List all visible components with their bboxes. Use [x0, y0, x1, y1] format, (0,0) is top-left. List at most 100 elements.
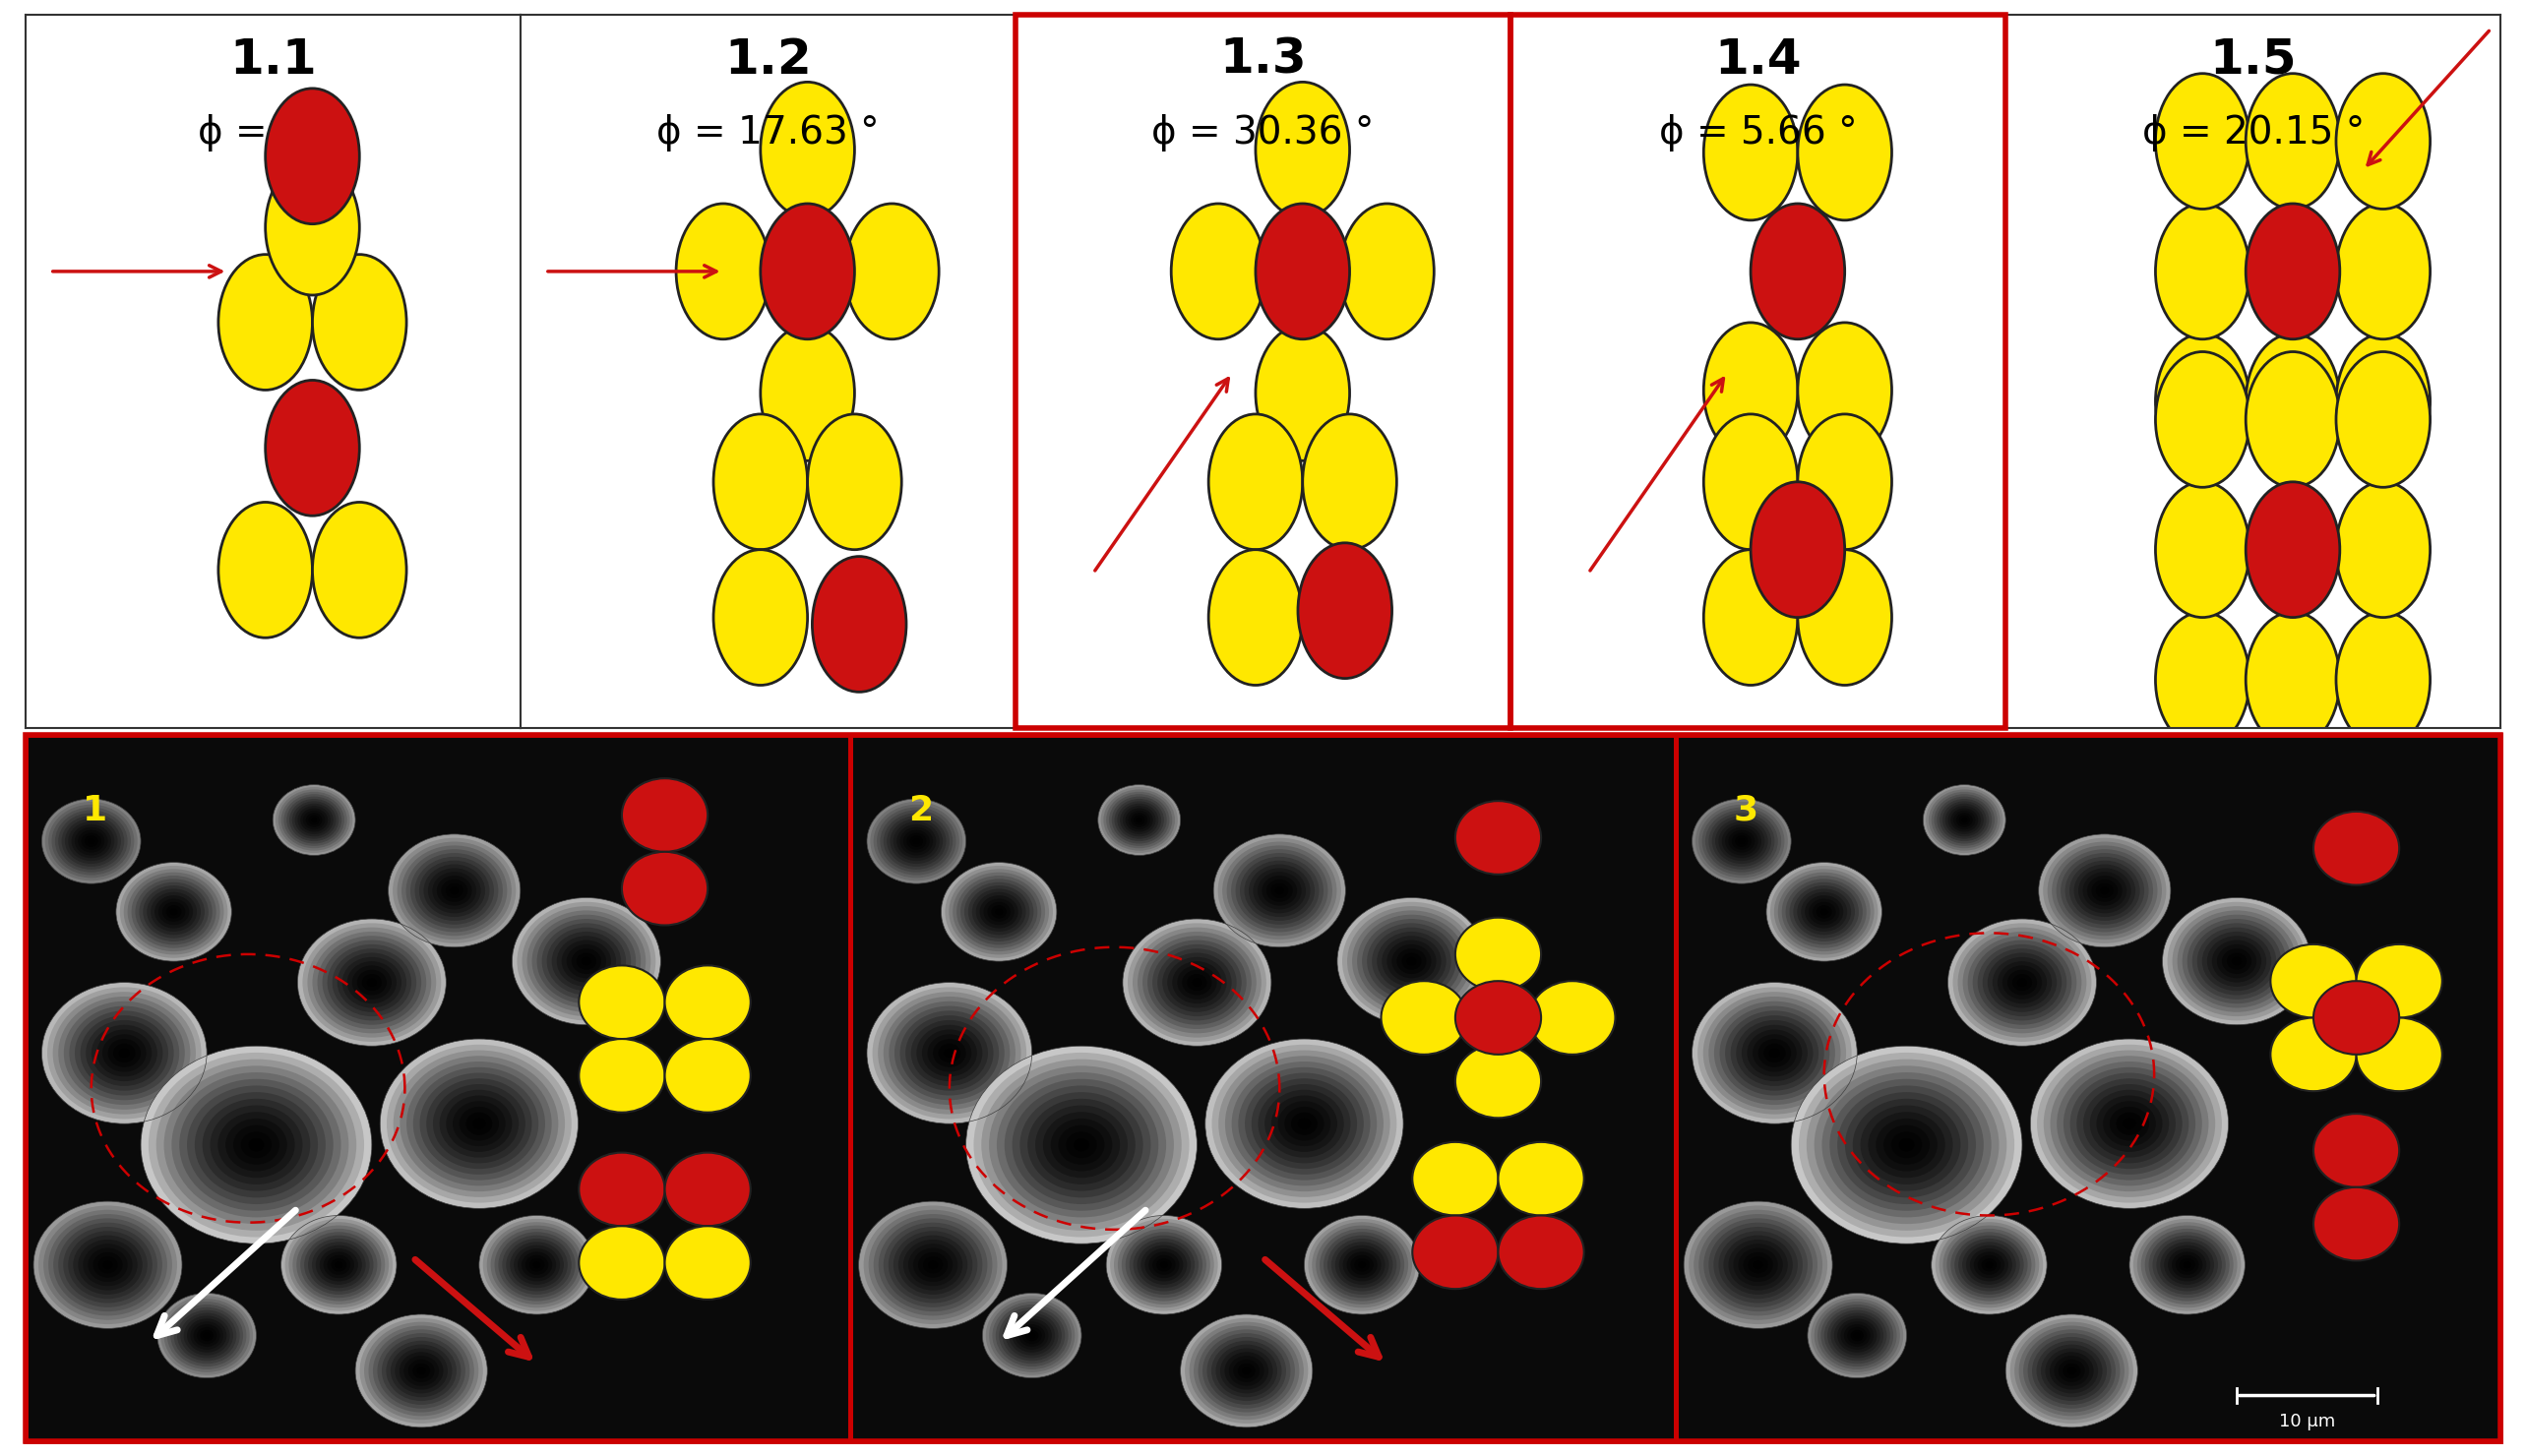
Circle shape — [1498, 1216, 1584, 1289]
Circle shape — [1781, 875, 1867, 948]
Circle shape — [1852, 1329, 1864, 1341]
Circle shape — [96, 1029, 152, 1076]
Circle shape — [91, 1025, 157, 1082]
Circle shape — [1826, 1310, 1887, 1361]
Circle shape — [414, 1067, 546, 1181]
Circle shape — [712, 549, 808, 686]
Circle shape — [1809, 898, 1839, 925]
Circle shape — [2046, 1348, 2099, 1393]
Circle shape — [432, 872, 477, 910]
Circle shape — [1182, 970, 1212, 994]
Circle shape — [293, 801, 336, 839]
Circle shape — [68, 1230, 147, 1299]
Circle shape — [58, 1223, 157, 1307]
Circle shape — [1233, 1061, 1377, 1185]
Circle shape — [1387, 941, 1437, 983]
Circle shape — [1692, 799, 1791, 884]
Circle shape — [520, 1252, 553, 1278]
Circle shape — [2137, 1222, 2238, 1307]
Circle shape — [1985, 1261, 1993, 1268]
Circle shape — [306, 812, 323, 827]
Circle shape — [2097, 1095, 2162, 1152]
Circle shape — [912, 839, 919, 844]
Circle shape — [1766, 862, 1882, 961]
Circle shape — [1109, 1219, 1218, 1310]
Circle shape — [2117, 1112, 2142, 1136]
Circle shape — [1266, 1089, 1344, 1158]
Circle shape — [1950, 1232, 2028, 1297]
Circle shape — [2167, 901, 2306, 1021]
Circle shape — [1824, 1307, 1889, 1364]
Circle shape — [301, 1232, 376, 1297]
Circle shape — [518, 1248, 556, 1281]
Circle shape — [397, 842, 513, 939]
Circle shape — [2011, 1318, 2134, 1424]
Circle shape — [1127, 808, 1152, 831]
Circle shape — [1697, 1214, 1819, 1316]
Circle shape — [58, 812, 124, 869]
Circle shape — [2054, 1356, 2089, 1386]
Circle shape — [760, 325, 854, 460]
Circle shape — [482, 1219, 591, 1310]
Circle shape — [1212, 1044, 1397, 1203]
Circle shape — [2175, 1255, 2198, 1275]
Text: ϕ = 20.15 °: ϕ = 20.15 ° — [2142, 115, 2364, 151]
Circle shape — [392, 1344, 452, 1398]
Circle shape — [844, 204, 940, 339]
Circle shape — [2357, 1018, 2443, 1091]
Circle shape — [1339, 1245, 1384, 1284]
Circle shape — [2152, 1235, 2223, 1294]
Circle shape — [985, 1296, 1079, 1374]
Circle shape — [2084, 1085, 2175, 1163]
Circle shape — [43, 1210, 172, 1321]
Circle shape — [361, 974, 381, 992]
Circle shape — [83, 1243, 131, 1286]
Circle shape — [1713, 1227, 1804, 1303]
Circle shape — [333, 948, 412, 1016]
Circle shape — [2092, 879, 2117, 901]
Circle shape — [1958, 927, 2086, 1038]
Circle shape — [2028, 1334, 2117, 1408]
Circle shape — [321, 1248, 359, 1281]
Circle shape — [1725, 1010, 1824, 1095]
Circle shape — [2246, 352, 2339, 488]
Circle shape — [53, 992, 197, 1114]
Circle shape — [2177, 910, 2296, 1012]
Circle shape — [1854, 1332, 1862, 1338]
Circle shape — [225, 1118, 288, 1171]
Circle shape — [2246, 204, 2339, 339]
Circle shape — [1319, 1229, 1404, 1302]
Circle shape — [1225, 1353, 1268, 1389]
Circle shape — [33, 1201, 182, 1328]
Circle shape — [1945, 804, 1983, 837]
Circle shape — [1940, 799, 1988, 842]
Circle shape — [386, 1341, 457, 1401]
Circle shape — [664, 1040, 750, 1112]
Circle shape — [2056, 1061, 2203, 1185]
Circle shape — [904, 1015, 993, 1091]
Circle shape — [2031, 1040, 2228, 1208]
Circle shape — [879, 810, 952, 872]
Circle shape — [2160, 1242, 2215, 1289]
Circle shape — [664, 965, 750, 1040]
Circle shape — [1142, 1245, 1187, 1284]
Circle shape — [513, 898, 662, 1025]
Circle shape — [1207, 549, 1303, 686]
Circle shape — [1278, 1101, 1331, 1146]
Circle shape — [1106, 792, 1172, 849]
Circle shape — [894, 821, 940, 860]
Circle shape — [1142, 936, 1250, 1029]
Circle shape — [973, 888, 1026, 935]
Circle shape — [1751, 482, 1844, 617]
Circle shape — [2337, 482, 2430, 617]
Circle shape — [1801, 893, 1847, 932]
Circle shape — [116, 862, 232, 961]
Circle shape — [1978, 945, 2066, 1021]
Circle shape — [879, 1219, 988, 1312]
Circle shape — [871, 987, 1026, 1120]
Circle shape — [58, 996, 189, 1109]
Circle shape — [48, 1214, 167, 1316]
Circle shape — [904, 1239, 962, 1290]
Circle shape — [298, 919, 447, 1045]
Circle shape — [1703, 84, 1799, 220]
